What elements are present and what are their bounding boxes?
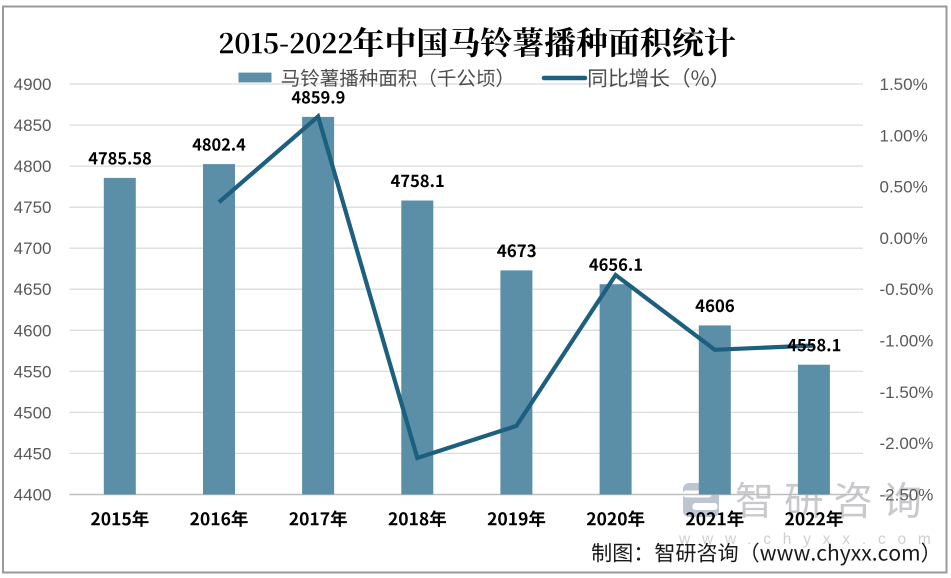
svg-text:4500: 4500 (14, 403, 52, 422)
svg-text:4900: 4900 (14, 75, 52, 94)
svg-text:www.chyxx.com: www.chyxx.com (678, 531, 943, 548)
svg-text:4800: 4800 (14, 157, 52, 176)
svg-text:-0.50%: -0.50% (880, 280, 934, 299)
svg-text:4600: 4600 (14, 321, 52, 340)
svg-text:4550: 4550 (14, 362, 52, 381)
svg-text:4850: 4850 (14, 116, 52, 135)
svg-text:-2.00%: -2.00% (880, 434, 934, 453)
svg-text:1.50%: 1.50% (880, 75, 928, 94)
svg-text:4650: 4650 (14, 280, 52, 299)
svg-text:0.50%: 0.50% (880, 178, 928, 197)
svg-text:4700: 4700 (14, 239, 52, 258)
svg-text:-2.50%: -2.50% (880, 486, 934, 505)
svg-text:1.00%: 1.00% (880, 126, 928, 145)
svg-text:-1.00%: -1.00% (880, 332, 934, 351)
svg-text:4400: 4400 (14, 486, 52, 505)
svg-text:4450: 4450 (14, 444, 52, 463)
svg-text:4750: 4750 (14, 198, 52, 217)
svg-text:0.00%: 0.00% (880, 229, 928, 248)
svg-text:-1.50%: -1.50% (880, 383, 934, 402)
